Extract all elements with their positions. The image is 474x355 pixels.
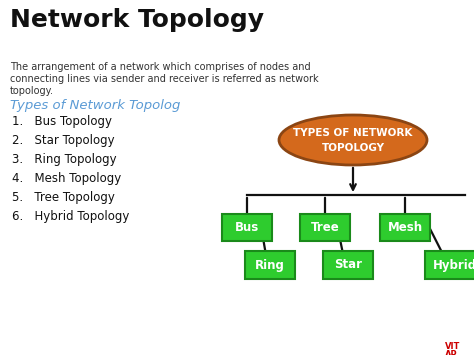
FancyBboxPatch shape [300, 214, 350, 241]
Text: 4.   Mesh Topology: 4. Mesh Topology [12, 172, 121, 185]
Text: Ring: Ring [255, 258, 285, 272]
FancyBboxPatch shape [425, 251, 474, 279]
Text: topology.: topology. [10, 86, 54, 96]
FancyBboxPatch shape [323, 251, 373, 279]
Text: VIT: VIT [445, 342, 460, 351]
Text: 3.   Ring Topology: 3. Ring Topology [12, 153, 117, 166]
Text: TYPES OF NETWORK: TYPES OF NETWORK [293, 128, 413, 138]
Text: connecting lines via sender and receiver is referred as network: connecting lines via sender and receiver… [10, 74, 319, 84]
Text: TOPOLOGY: TOPOLOGY [321, 143, 384, 153]
Text: AP: AP [445, 350, 457, 355]
Text: Tree: Tree [310, 221, 339, 234]
Text: Hybrid: Hybrid [433, 258, 474, 272]
Text: Types of Network Topolog: Types of Network Topolog [10, 99, 181, 112]
FancyBboxPatch shape [222, 214, 272, 241]
Text: 1.   Bus Topology: 1. Bus Topology [12, 115, 112, 128]
Text: 2.   Star Topology: 2. Star Topology [12, 134, 115, 147]
FancyBboxPatch shape [245, 251, 295, 279]
Text: Mesh: Mesh [387, 221, 422, 234]
Text: Star: Star [334, 258, 362, 272]
Text: Network Topology: Network Topology [10, 8, 264, 32]
FancyBboxPatch shape [380, 214, 430, 241]
Ellipse shape [279, 115, 427, 165]
Text: Bus: Bus [235, 221, 259, 234]
Text: The arrangement of a network which comprises of nodes and: The arrangement of a network which compr… [10, 62, 310, 72]
Text: 6.   Hybrid Topology: 6. Hybrid Topology [12, 210, 129, 223]
Text: 5.   Tree Topology: 5. Tree Topology [12, 191, 115, 204]
